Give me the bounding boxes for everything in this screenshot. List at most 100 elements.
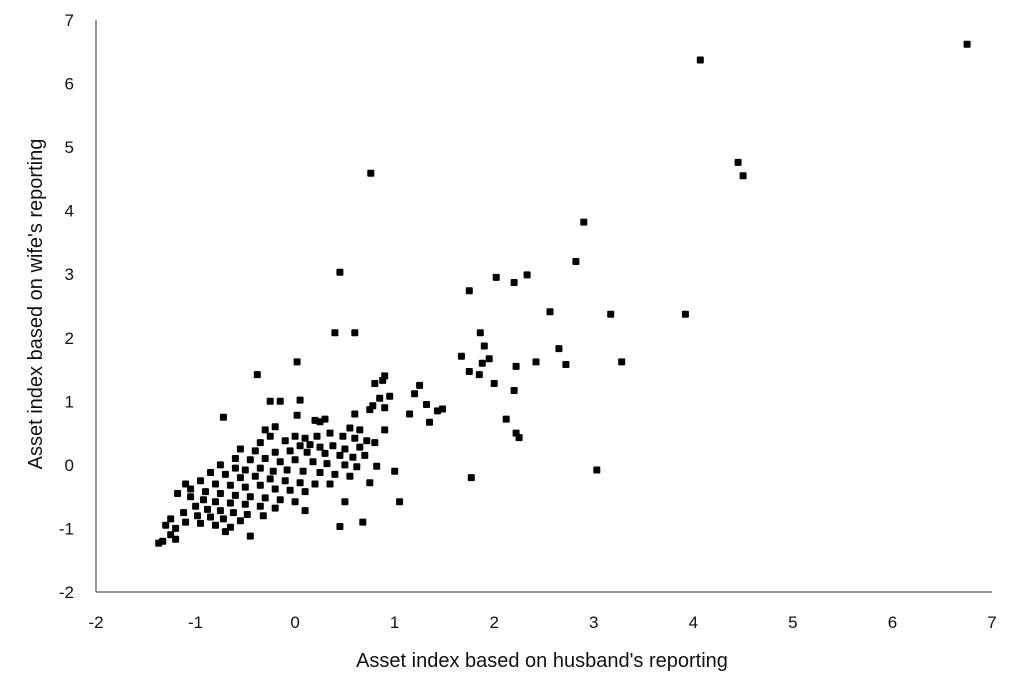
data-point (381, 426, 389, 434)
data-point (182, 480, 190, 488)
data-point (346, 424, 354, 432)
data-point (246, 493, 254, 501)
data-point (326, 480, 334, 488)
data-point (341, 498, 349, 506)
data-point (351, 410, 359, 418)
data-point (367, 169, 375, 177)
data-point (485, 355, 493, 363)
data-point (618, 358, 626, 366)
data-point (296, 442, 304, 450)
data-point (572, 258, 580, 265)
data-point (353, 463, 361, 471)
data-point (580, 218, 588, 226)
data-point (502, 415, 510, 423)
data-point (492, 273, 500, 281)
data-point (236, 445, 244, 453)
data-point (316, 469, 324, 476)
data-point (309, 458, 317, 466)
x-tick-labels: -2 -1 0 1 2 3 4 5 6 7 (88, 613, 996, 632)
data-point (216, 507, 224, 515)
data-point (346, 472, 354, 480)
data-point (162, 521, 170, 529)
data-point (241, 500, 249, 508)
data-points (155, 40, 971, 547)
data-point (366, 479, 374, 487)
data-point (351, 434, 359, 442)
data-point (336, 451, 344, 459)
data-point (336, 268, 344, 276)
data-point (241, 483, 249, 491)
data-point (293, 358, 301, 366)
data-point (512, 362, 520, 370)
data-point (219, 515, 227, 523)
data-point (406, 410, 414, 418)
y-axis-title: Asset index based on wife's reporting (25, 139, 47, 470)
data-point (331, 329, 339, 337)
data-point (361, 451, 369, 459)
data-point (341, 461, 349, 469)
data-point (291, 456, 299, 464)
data-point (331, 470, 339, 478)
data-point (167, 515, 175, 523)
data-point (296, 479, 304, 487)
data-point (562, 361, 570, 368)
data-point (396, 498, 404, 506)
data-point (236, 474, 244, 482)
data-point (373, 462, 381, 470)
data-point (266, 475, 274, 483)
data-point (231, 491, 239, 499)
data-point (271, 504, 279, 512)
data-point (226, 499, 234, 507)
y-tick-labels: -2 -1 0 1 2 3 4 5 6 7 (59, 11, 74, 602)
data-point (301, 488, 309, 496)
x-tick-label: 1 (390, 613, 399, 632)
data-point (426, 418, 433, 426)
data-point (411, 390, 419, 398)
data-point (515, 434, 523, 442)
data-point (593, 466, 601, 474)
data-point (465, 368, 473, 375)
data-point (246, 456, 254, 464)
y-tick-label: 7 (65, 11, 74, 30)
data-point (207, 469, 214, 476)
data-point (339, 432, 347, 440)
data-point (182, 518, 190, 526)
y-tick-label: 6 (65, 75, 74, 94)
data-point (197, 519, 204, 527)
data-point (963, 40, 971, 48)
data-point (226, 481, 234, 489)
data-point (231, 455, 239, 462)
data-point (423, 401, 430, 408)
y-tick-label: 5 (65, 138, 74, 157)
data-point (236, 517, 244, 525)
data-point (271, 485, 279, 493)
data-point (271, 448, 279, 456)
data-point (256, 502, 264, 510)
data-point (172, 535, 180, 543)
data-point (356, 443, 364, 451)
data-point (202, 488, 209, 496)
data-point (296, 396, 304, 404)
data-point (478, 359, 486, 367)
data-point (251, 447, 259, 455)
data-point (187, 493, 195, 501)
data-point (299, 467, 307, 475)
data-point (510, 279, 518, 286)
data-point (546, 308, 554, 316)
data-point (349, 453, 357, 461)
data-point (276, 496, 284, 504)
data-point (212, 498, 219, 506)
axes (95, 20, 992, 593)
data-point (363, 437, 371, 445)
data-point (261, 426, 269, 434)
data-point (221, 528, 229, 536)
data-point (465, 287, 473, 295)
data-point (293, 411, 301, 419)
data-point (269, 467, 277, 475)
x-tick-label: 6 (888, 613, 897, 632)
data-point (301, 507, 309, 515)
data-point (276, 458, 284, 466)
data-point (251, 472, 259, 480)
data-point (291, 432, 299, 440)
